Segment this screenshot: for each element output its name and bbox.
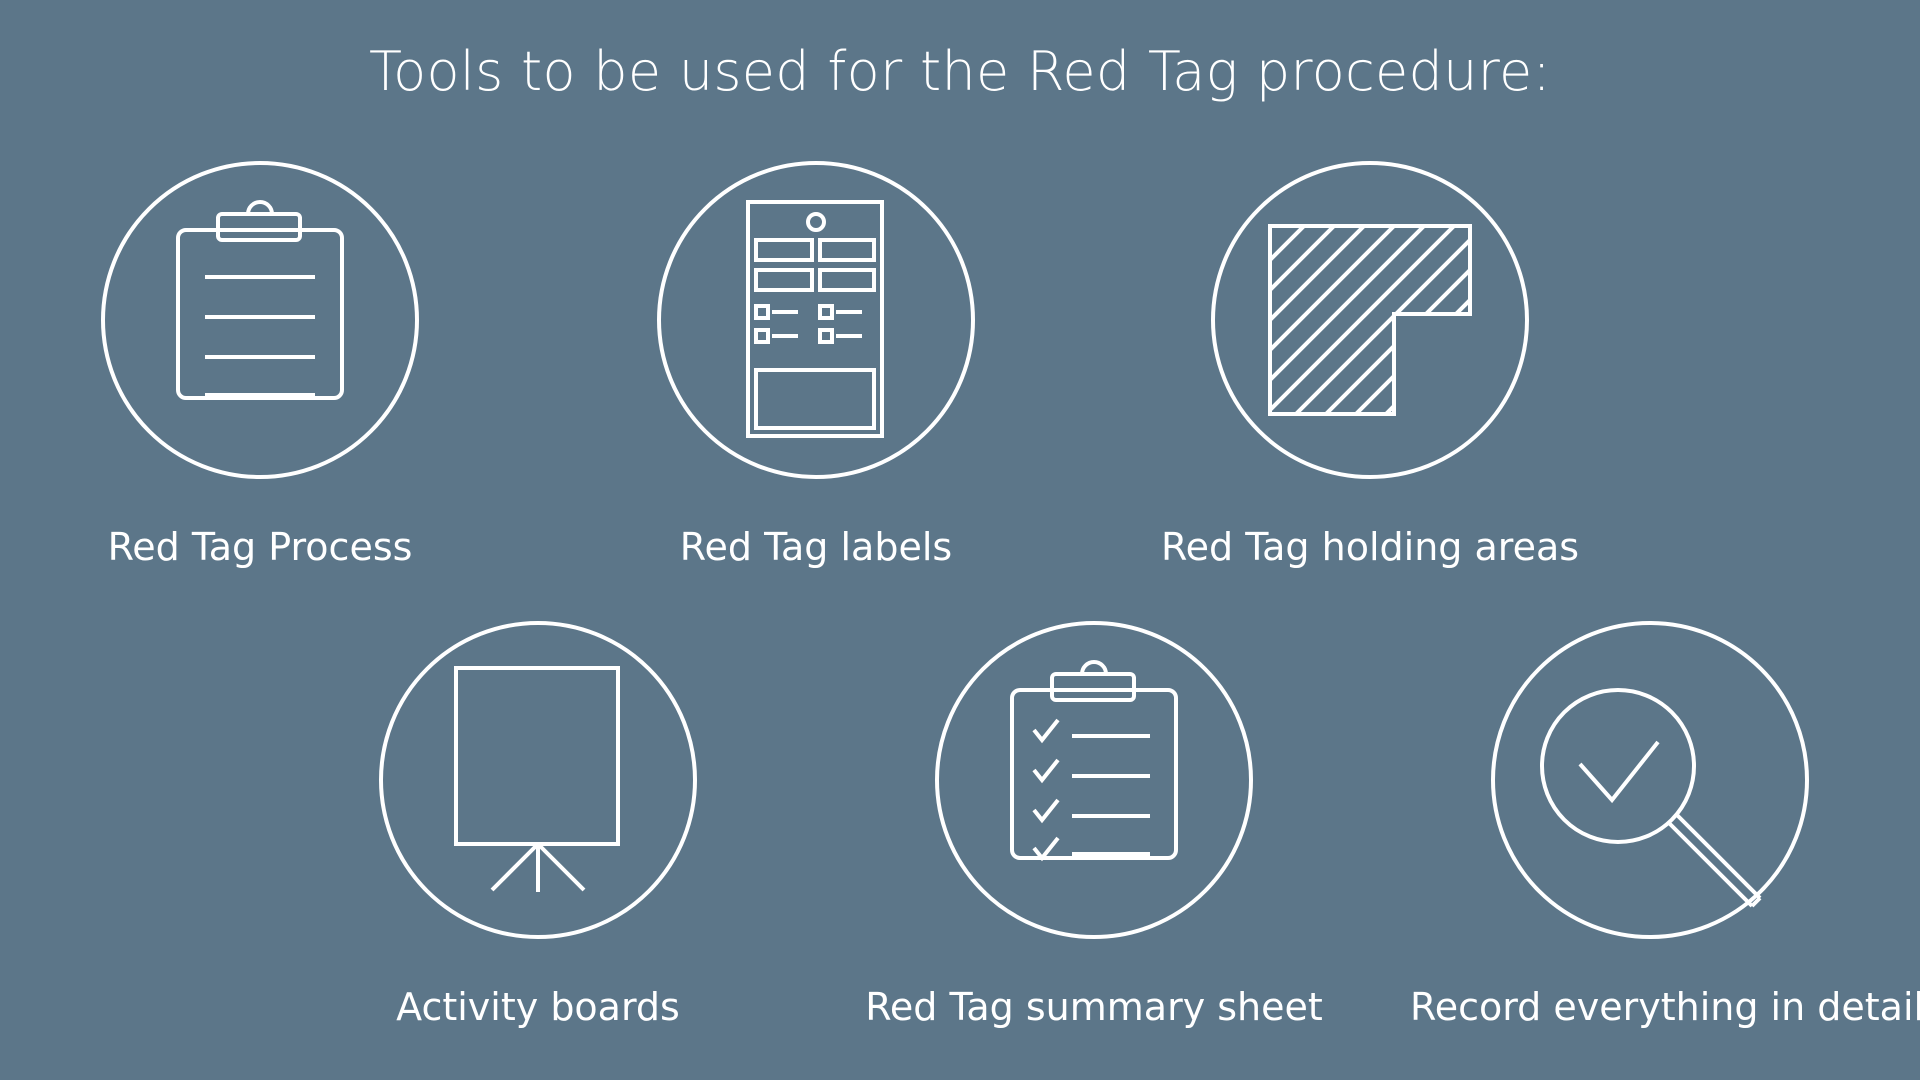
page-title: Tools to be used for the Red Tag procedu… (369, 40, 1551, 103)
tool-label: Red Tag labels (679, 525, 953, 569)
tool-label: Red Tag holding areas (1160, 525, 1580, 569)
magnifier-check-icon (1490, 620, 1810, 940)
tag-label-icon (656, 160, 976, 480)
clipboard-icon (100, 160, 420, 480)
tool-label: Red Tag Process (107, 525, 413, 569)
tool-label: Record everything in detail (1410, 985, 1920, 1029)
easel-board-icon (378, 620, 698, 940)
tool-label: Red Tag summary sheet (865, 985, 1323, 1029)
hatched-area-icon (1210, 160, 1530, 480)
tool-label: Activity boards (396, 985, 680, 1029)
checklist-clipboard-icon (934, 620, 1254, 940)
